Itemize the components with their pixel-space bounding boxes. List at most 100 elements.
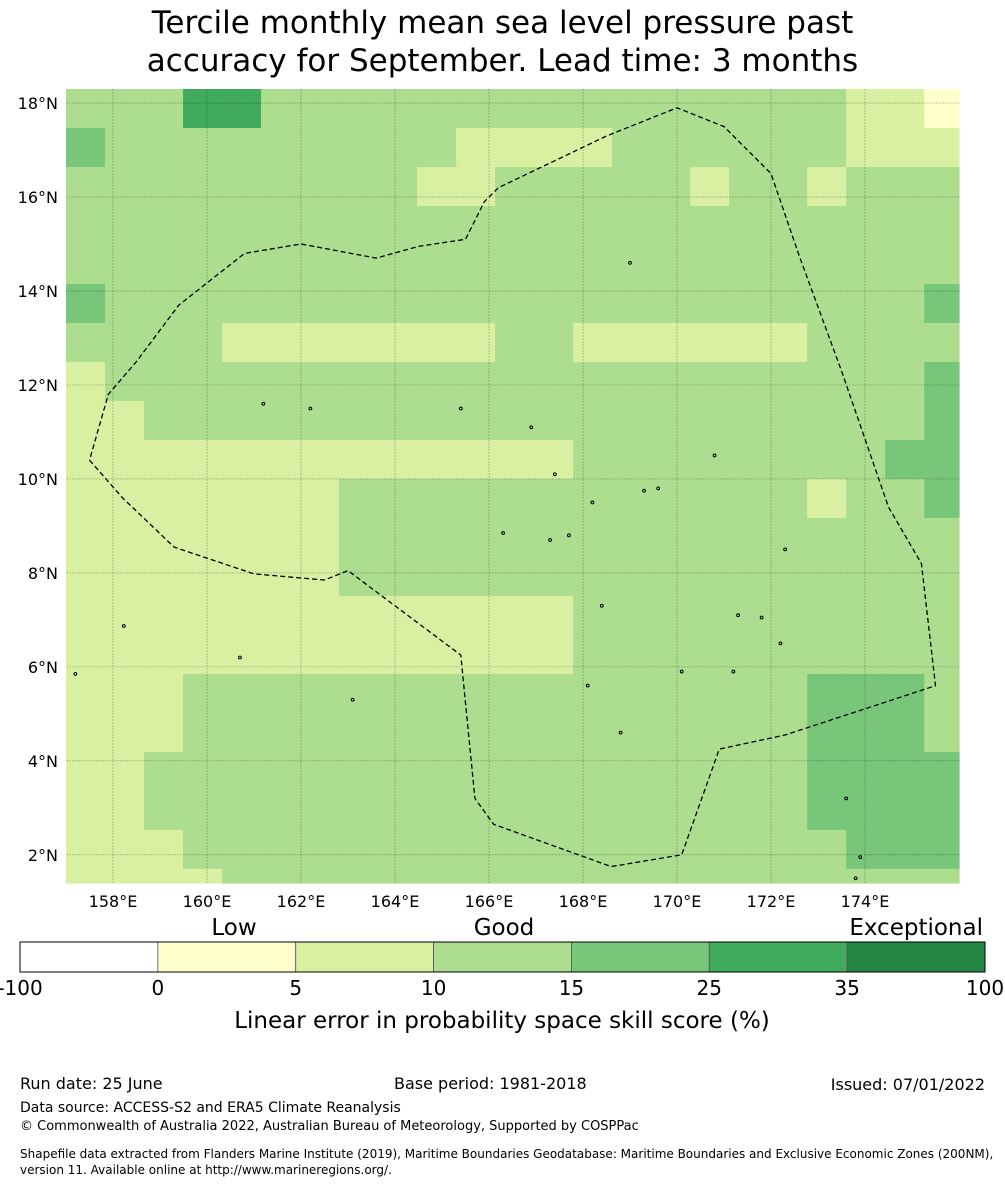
grid-cell	[729, 244, 769, 285]
map-figure: 158°E 160°E 162°E 164°E 166°E 168°E 170°E 172°E…	[0, 89, 1004, 1034]
grid-cell	[144, 634, 184, 675]
grid-cell	[612, 361, 652, 402]
grid-cell	[183, 205, 223, 246]
grid-cell	[183, 89, 223, 129]
grid-cell	[222, 127, 262, 168]
grid-cell	[807, 595, 847, 636]
grid-cell	[534, 829, 574, 870]
grid-cell	[183, 166, 223, 207]
grid-cell	[378, 166, 418, 207]
grid-cell	[768, 127, 808, 168]
grid-cell	[651, 517, 691, 558]
grid-cell	[378, 89, 418, 129]
grid-cell	[846, 712, 886, 753]
grid-cell	[651, 829, 691, 870]
grid-cell	[573, 751, 613, 792]
grid-cell	[183, 361, 223, 402]
grid-cell	[612, 244, 652, 285]
grid-cell	[144, 283, 184, 324]
copyright-notice: © Commonwealth of Australia 2022, Austra…	[20, 1119, 639, 1134]
grid-cell	[456, 361, 496, 402]
colorbar-outline	[19, 941, 986, 973]
island	[783, 547, 787, 552]
grid-cell	[573, 244, 613, 285]
grid-cell	[66, 361, 106, 402]
grid-cell	[573, 556, 613, 597]
grid-cell	[573, 673, 613, 714]
grid-cell	[222, 673, 262, 714]
grid-cell	[261, 361, 301, 402]
grid-cell	[456, 595, 496, 636]
grid-cell	[105, 868, 145, 884]
grid-cell	[66, 556, 106, 597]
grid-cell	[729, 790, 769, 831]
grid-cell	[612, 751, 652, 792]
grid-cell	[846, 790, 886, 831]
grid-cell	[222, 283, 262, 324]
grid-cell	[729, 439, 769, 480]
grid-cell	[846, 868, 886, 884]
grid-cell	[378, 712, 418, 753]
grid-cell	[729, 712, 769, 753]
grid-cell	[144, 127, 184, 168]
grid-cell	[768, 400, 808, 441]
grid-cell	[807, 400, 847, 441]
grid-cell	[417, 478, 457, 519]
grid-cell	[66, 439, 106, 480]
grid-cell	[66, 790, 106, 831]
grid-cell	[768, 439, 808, 480]
grid-cell	[534, 283, 574, 324]
grid-cell	[417, 439, 457, 480]
grid-cell	[144, 556, 184, 597]
grid-cell	[573, 400, 613, 441]
grid-cell	[417, 205, 457, 246]
grid-cell	[924, 556, 960, 597]
grid-cell	[729, 868, 769, 884]
grid-cell	[339, 439, 379, 480]
island	[121, 624, 126, 628]
grid-cell	[768, 829, 808, 870]
grid-cell	[495, 712, 535, 753]
grid-cell	[729, 89, 769, 129]
grid-cell	[261, 283, 301, 324]
longitude-tick-label: 168°E	[559, 892, 608, 911]
grid-cell	[66, 166, 106, 207]
grid-cell	[339, 868, 379, 884]
grid-cell	[222, 556, 262, 597]
grid-cell	[651, 361, 691, 402]
grid-cell	[339, 400, 379, 441]
grid-cell	[885, 790, 925, 831]
grid-cell	[807, 244, 847, 285]
colorbar-category-label: Good	[474, 915, 535, 941]
grid-cell	[378, 790, 418, 831]
grid-cell	[651, 634, 691, 675]
grid-cell	[261, 205, 301, 246]
grid-cell	[417, 283, 457, 324]
grid-cell	[261, 244, 301, 285]
grid-cell	[651, 868, 691, 884]
island	[731, 669, 736, 674]
grid-cell	[924, 517, 960, 558]
grid-cell	[807, 829, 847, 870]
grid-cell	[261, 89, 301, 129]
grid-cell	[222, 478, 262, 519]
grid-cell	[768, 283, 808, 324]
skill-score-grid	[66, 89, 960, 884]
grid-cell	[261, 439, 301, 480]
grid-cell	[300, 205, 340, 246]
grid-cell	[651, 283, 691, 324]
grid-cell	[378, 244, 418, 285]
latitude-tick-label: 8°N	[28, 564, 58, 583]
longitude-tick-label: 174°E	[841, 892, 890, 911]
colorbar-tick-label: 100	[966, 976, 1004, 1000]
grid-cell	[339, 283, 379, 324]
base-period: Base period: 1981-2018	[394, 1074, 587, 1093]
grid-cell	[924, 829, 960, 870]
grid-cell	[573, 829, 613, 870]
grid-cell	[807, 361, 847, 402]
grid-cell	[339, 244, 379, 285]
grid-cell	[885, 400, 925, 441]
grid-cell	[417, 361, 457, 402]
longitude-tick-label: 172°E	[747, 892, 796, 911]
grid-cell	[651, 673, 691, 714]
